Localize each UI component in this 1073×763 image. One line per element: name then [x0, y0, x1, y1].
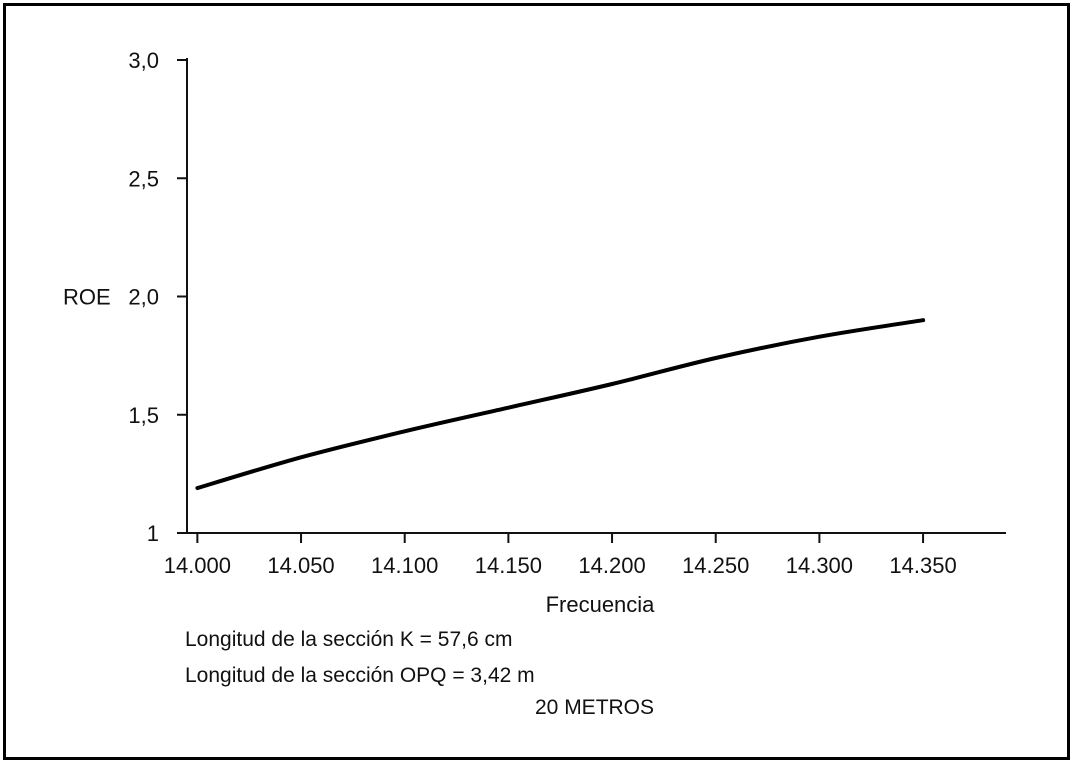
x-tick-label: 14.200	[578, 553, 645, 578]
x-tick-label: 14.150	[475, 553, 542, 578]
note-section-k: Longitud de la sección K = 57,6 cm	[185, 628, 513, 651]
series-line	[195, 318, 926, 491]
x-tick-label: 14.300	[786, 553, 853, 578]
x-tick-label: 14.250	[682, 553, 749, 578]
x-axis-label: Frecuencia	[546, 592, 656, 617]
y-tick-label: 1	[147, 521, 159, 546]
x-tick-label: 14.350	[889, 553, 956, 578]
y-tick-label: 2,0	[128, 285, 159, 310]
y-tick-label: 2,5	[128, 166, 159, 191]
x-tick-label: 14.050	[267, 553, 334, 578]
chart-title: 20 METROS	[535, 696, 655, 719]
chart-frame	[3, 3, 1070, 760]
y-tick-label: 1,5	[128, 403, 159, 428]
y-tick-label: 3,0	[128, 48, 159, 73]
note-section-opq: Longitud de la sección OPQ = 3,42 m	[185, 664, 535, 687]
y-axis-label: ROE	[63, 285, 111, 310]
x-tick-label: 14.000	[164, 553, 231, 578]
x-tick-label: 14.100	[371, 553, 438, 578]
chart-notes: Longitud de la sección K = 57,6 cm Longi…	[185, 622, 535, 694]
